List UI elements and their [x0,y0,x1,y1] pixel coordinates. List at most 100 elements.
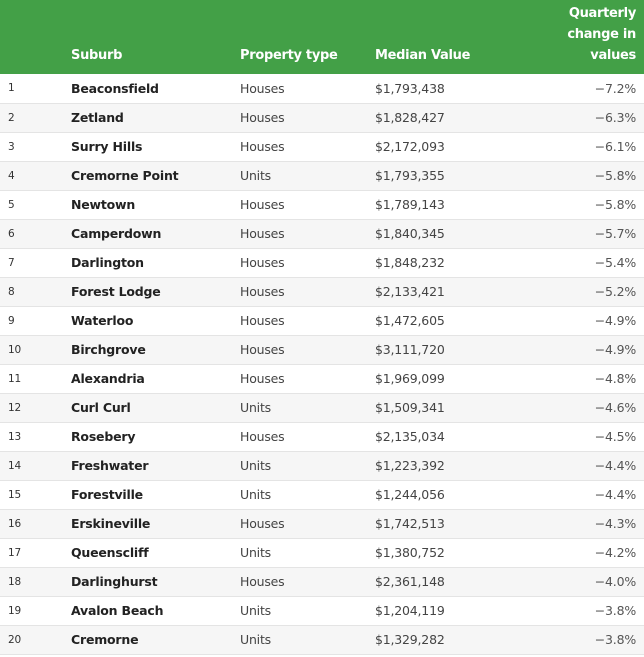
rank-cell: 16 [8,517,21,530]
median-value-cell: $1,509,341 [375,400,445,415]
suburb-cell: Alexandria [71,371,145,386]
table-row: 12 Curl Curl Units $1,509,341 −4.6% [0,393,644,422]
suburb-cell: Curl Curl [71,400,131,415]
quarterly-change-cell: −7.2% [594,80,636,96]
table-row: 19 Avalon Beach Units $1,204,119 −3.8% [0,596,644,625]
table-row: 4 Cremorne Point Units $1,793,355 −5.8% [0,161,644,190]
table-row: 7 Darlington Houses $1,848,232 −5.4% [0,248,644,277]
quarterly-change-cell: −4.2% [594,545,636,560]
quarterly-change-cell: −4.0% [594,574,636,589]
quarterly-change-cell: −4.6% [594,400,636,415]
header-suburb: Suburb [71,48,123,63]
median-value-cell: $2,361,148 [375,574,445,589]
suburb-cell: Rosebery [71,429,136,444]
median-value-cell: $2,172,093 [375,139,445,154]
rank-cell: 13 [8,430,21,443]
rank-cell: 20 [8,633,21,646]
header-median-value: Median Value [375,48,471,63]
rank-cell: 9 [8,314,15,327]
suburb-cell: Newtown [71,197,136,212]
median-value-cell: $2,135,034 [375,429,445,444]
property-type-cell: Units [240,400,271,415]
property-type-cell: Units [240,168,271,183]
table-row: 17 Queenscliff Units $1,380,752 −4.2% [0,538,644,567]
table-row: 3 Surry Hills Houses $2,172,093 −6.1% [0,132,644,161]
suburb-cell: Surry Hills [71,139,143,154]
suburb-cell: Queenscliff [71,545,149,560]
table-row: 18 Darlinghurst Houses $2,361,148 −4.0% [0,567,644,596]
suburb-cell: Cremorne Point [71,168,179,183]
quarterly-change-cell: −3.8% [594,632,636,647]
rank-cell: 10 [8,343,21,356]
rank-cell: 4 [8,169,15,182]
property-type-cell: Units [240,487,271,502]
median-value-cell: $1,329,282 [375,632,445,647]
property-type-cell: Houses [240,429,285,444]
table-row: 2 Zetland Houses $1,828,427 −6.3% [0,103,644,132]
suburb-cell: Avalon Beach [71,603,164,618]
rank-cell: 2 [8,111,15,124]
property-type-cell: Units [240,632,271,647]
median-value-cell: $1,472,605 [375,313,445,328]
quarterly-change-cell: −4.3% [594,516,636,531]
rank-cell: 14 [8,459,21,472]
header-property-type: Property type [240,48,338,63]
property-type-cell: Houses [240,80,285,96]
quarterly-change-cell: −5.8% [594,197,636,212]
suburb-cell: Darlington [71,255,144,270]
quarterly-change-cell: −5.7% [594,226,636,241]
suburb-cell: Zetland [71,110,124,125]
table-row: 10 Birchgrove Houses $3,111,720 −4.9% [0,335,644,364]
quarterly-change-cell: −6.3% [594,110,636,125]
table-row: 16 Erskineville Houses $1,742,513 −4.3% [0,509,644,538]
suburb-cell: Camperdown [71,226,162,241]
rank-cell: 7 [8,256,15,269]
quarterly-change-cell: −3.8% [594,603,636,618]
suburb-cell: Forest Lodge [71,284,161,299]
suburb-cell: Beaconsfield [71,80,159,96]
rank-cell: 15 [8,488,21,501]
quarterly-change-cell: −4.5% [594,429,636,444]
median-value-cell: $1,840,345 [375,226,445,241]
table-row: 14 Freshwater Units $1,223,392 −4.4% [0,451,644,480]
median-value-cell: $1,742,513 [375,516,445,531]
table-header-row: Suburb Property type Median Value Quarte… [0,0,644,74]
property-type-cell: Houses [240,110,285,125]
rank-cell: 19 [8,604,21,617]
property-type-cell: Units [240,545,271,560]
property-type-cell: Units [240,458,271,473]
property-type-cell: Houses [240,255,285,270]
table-row: 20 Cremorne Units $1,329,282 −3.8% [0,625,644,654]
suburb-cell: Forestville [71,487,143,502]
table-row: 11 Alexandria Houses $1,969,099 −4.8% [0,364,644,393]
property-type-cell: Houses [240,342,285,357]
table-row: 13 Rosebery Houses $2,135,034 −4.5% [0,422,644,451]
median-value-cell: $1,828,427 [375,110,445,125]
rank-cell: 8 [8,285,15,298]
quarterly-change-cell: −6.1% [594,139,636,154]
median-value-cell: $1,789,143 [375,197,445,212]
property-type-cell: Houses [240,226,285,241]
suburb-cell: Cremorne [71,632,139,647]
table-row: 9 Waterloo Houses $1,472,605 −4.9% [0,306,644,335]
rank-cell: 1 [8,82,15,95]
quarterly-change-cell: −5.2% [594,284,636,299]
property-type-cell: Houses [240,516,285,531]
header-rank [0,0,71,74]
median-value-cell: $1,793,355 [375,168,445,183]
quarterly-change-cell: −4.9% [594,313,636,328]
rank-cell: 17 [8,546,21,559]
rank-cell: 12 [8,401,21,414]
quarterly-change-cell: −5.4% [594,255,636,270]
property-type-cell: Houses [240,371,285,386]
table-row: 6 Camperdown Houses $1,840,345 −5.7% [0,219,644,248]
quarterly-change-cell: −4.8% [594,371,636,386]
table-row: 5 Newtown Houses $1,789,143 −5.8% [0,190,644,219]
property-type-cell: Houses [240,197,285,212]
property-type-cell: Houses [240,313,285,328]
suburb-cell: Birchgrove [71,342,146,357]
median-value-cell: $1,380,752 [375,545,445,560]
rank-cell: 5 [8,198,15,211]
quarterly-change-cell: −4.4% [594,487,636,502]
